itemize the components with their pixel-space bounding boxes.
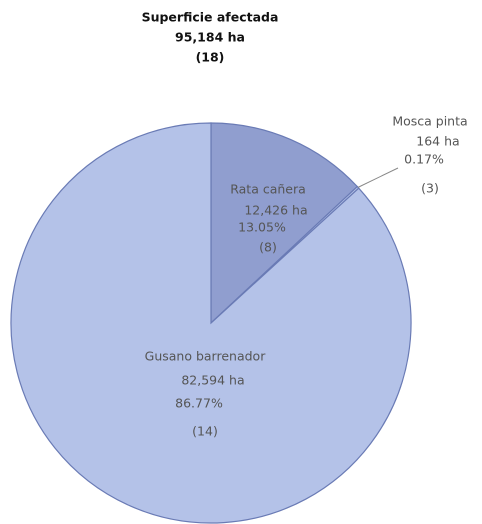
data-label: (8) (259, 240, 277, 255)
data-label: 164 ha (416, 134, 459, 149)
chart-subtitle: (18) (196, 50, 225, 65)
pie-slice (210, 122, 359, 325)
data-label: Mosca pinta (392, 114, 467, 129)
chart-subtitle: 95,184 ha (175, 30, 245, 45)
data-label: Rata cañera (230, 182, 306, 197)
leader-line (357, 167, 399, 188)
data-label: 0.17% (404, 152, 444, 167)
data-label: 13.05% (238, 220, 286, 235)
data-label: 86.77% (175, 396, 223, 411)
data-label: 82,594 ha (181, 373, 244, 388)
chart-title: Superficie afectada (142, 10, 279, 25)
pie-slice (10, 122, 412, 524)
data-label: 12,426 ha (244, 203, 307, 218)
data-label: Gusano barrenador (145, 349, 267, 364)
data-label: (14) (192, 424, 218, 439)
data-label: (3) (421, 181, 439, 196)
